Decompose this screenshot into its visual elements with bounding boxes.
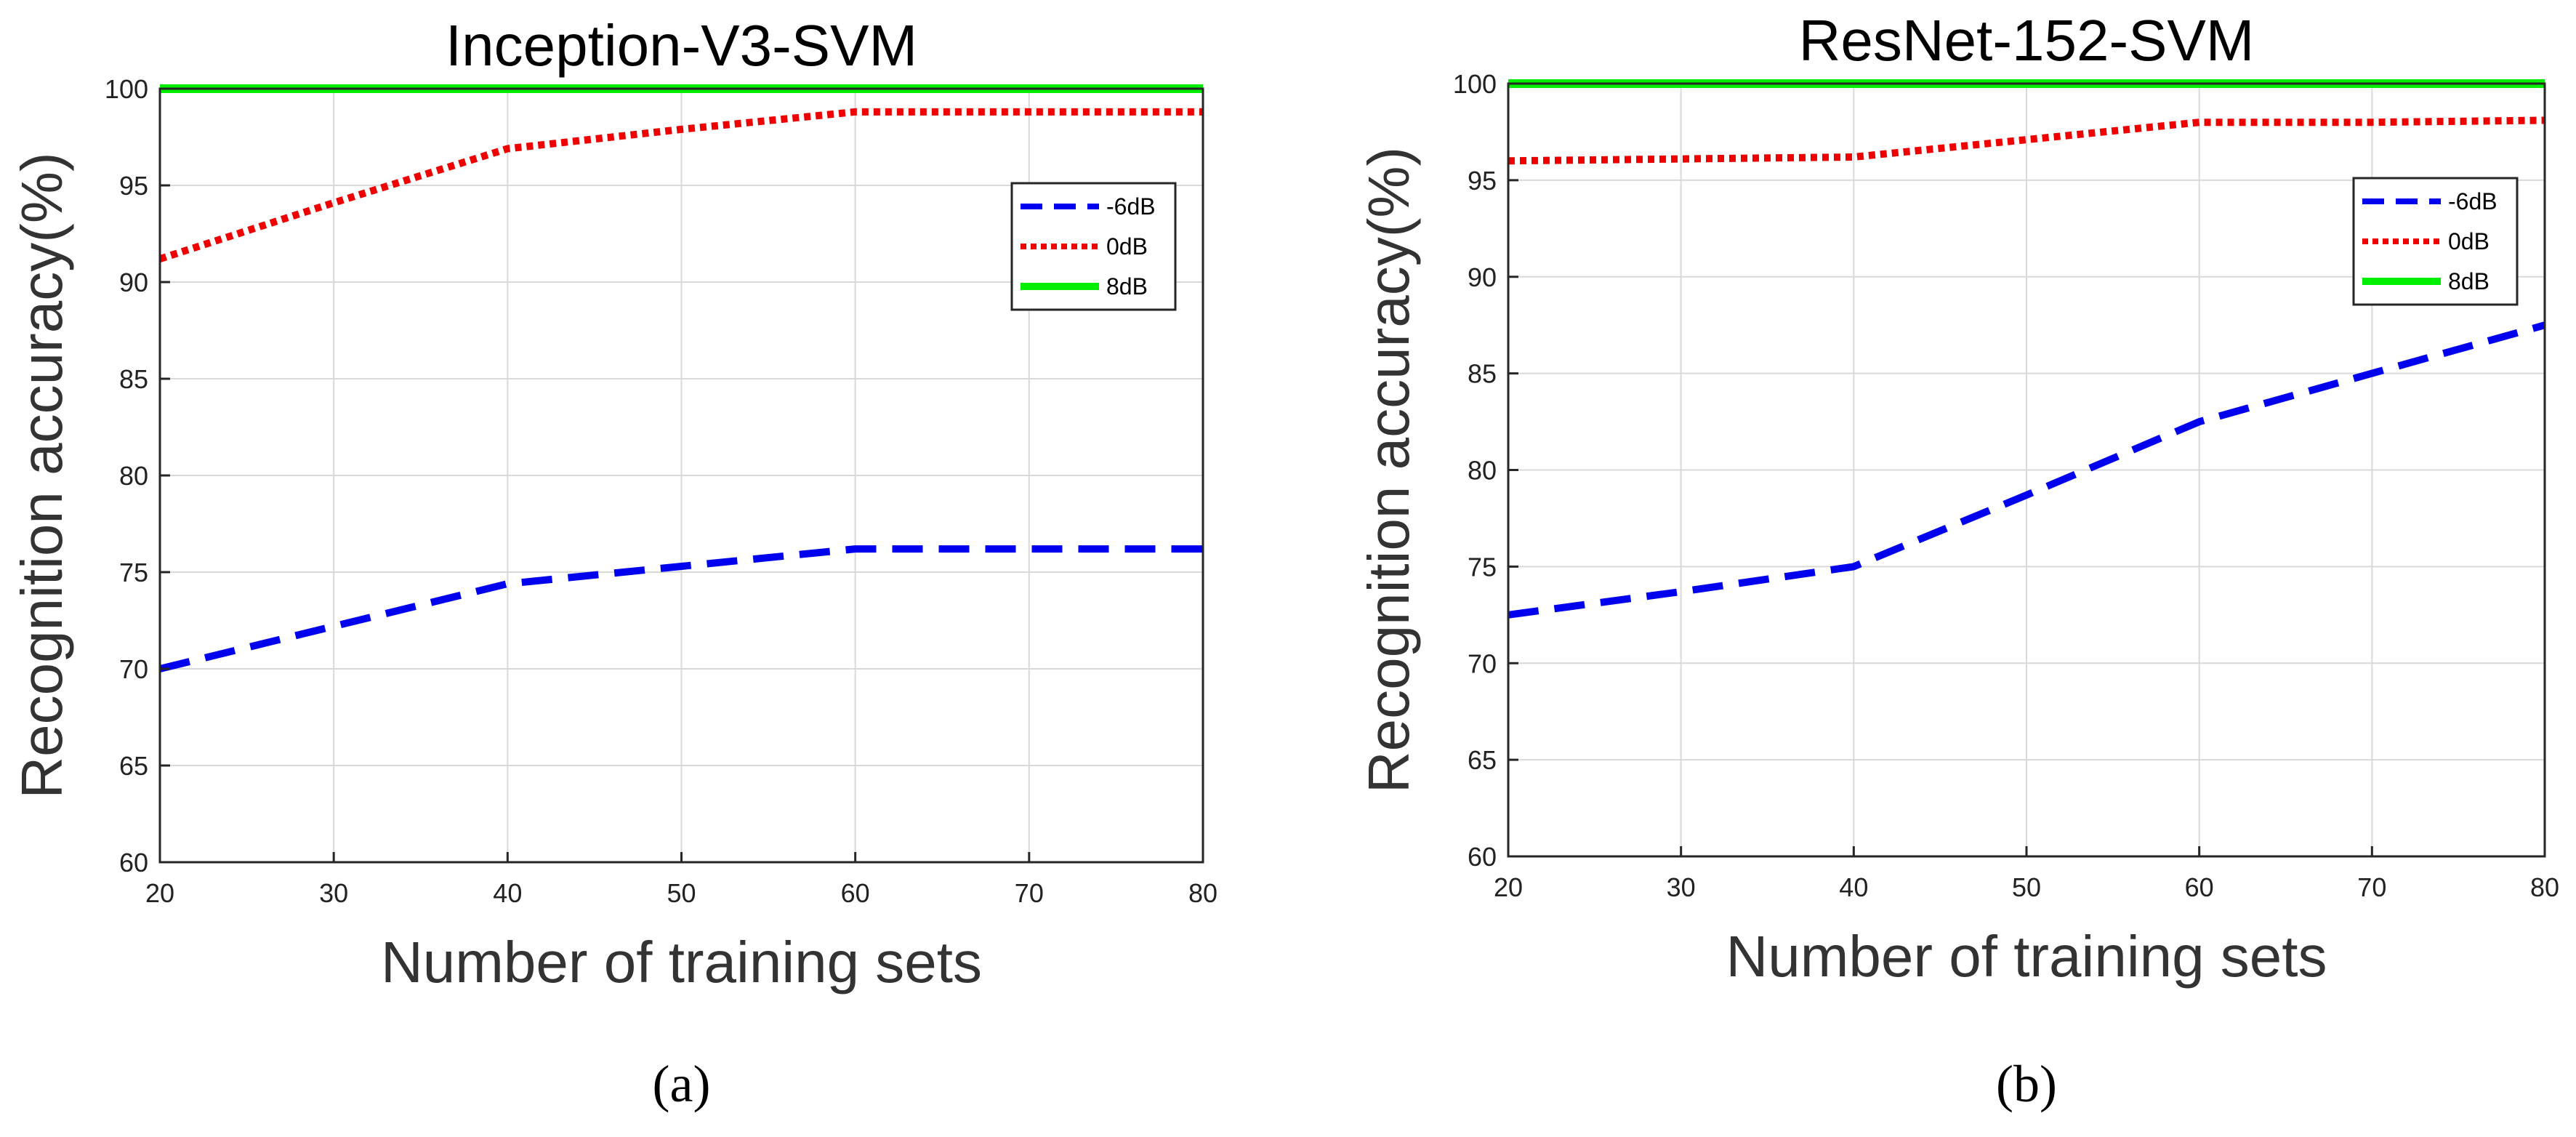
x-tick-label: 80	[1188, 878, 1217, 908]
x-tick-label: 60	[2185, 872, 2214, 902]
x-tick-label: 50	[2012, 872, 2041, 902]
chart-panel-a: 20 30 40 50 60 70 80 60 65 70 75 80 85 90 95 100 Incepti…	[9, 13, 1217, 1113]
grid	[1508, 84, 2545, 856]
y-tick-label: 95	[119, 171, 148, 201]
y-tick-label: 90	[1468, 262, 1497, 292]
y-tick-label: 80	[119, 461, 148, 491]
y-tick-label: 85	[1468, 359, 1497, 389]
chart-title: Inception-V3-SVM	[446, 13, 917, 78]
series-line-0dB	[1508, 116, 2545, 165]
x-tick-label: 60	[841, 878, 870, 908]
y-tick-label: 100	[105, 74, 148, 104]
x-tick-label: 20	[145, 878, 174, 908]
y-axis-label: Recognition accuracy(%)	[9, 152, 74, 798]
x-tick-label: 80	[2530, 872, 2559, 902]
panel-caption: (a)	[653, 1055, 711, 1113]
y-tick-label: 90	[119, 268, 148, 297]
y-tick-label: 75	[1468, 552, 1497, 582]
chart-panel-b: 20 30 40 50 60 70 80 60 65 70 75 80 85 90 95 100 ResNet-…	[1356, 8, 2559, 1113]
series-line--6dB	[1508, 321, 2546, 619]
x-tick-label: 30	[319, 878, 348, 908]
y-tick-label: 75	[119, 558, 148, 587]
x-tick-label: 30	[1667, 872, 1696, 902]
y-tick-label: 95	[1468, 166, 1497, 196]
chart-title: ResNet-152-SVM	[1799, 8, 2255, 73]
y-tick-label: 65	[119, 751, 148, 781]
y-axis-label: Recognition accuracy(%)	[1356, 147, 1421, 793]
legend-label-0dB: 0dB	[1106, 233, 1148, 260]
legend-label-0dB: 0dB	[2448, 228, 2490, 254]
x-tick-label: 70	[2357, 872, 2386, 902]
legend-label-8dB: 8dB	[1106, 273, 1148, 300]
x-axis-label: Number of training sets	[1726, 924, 2327, 989]
x-axis-label: Number of training sets	[381, 930, 982, 995]
x-tick-label: 70	[1015, 878, 1044, 908]
legend-label-8dB: 8dB	[2448, 268, 2490, 294]
x-tick-label: 40	[1839, 872, 1868, 902]
legend-label--6dB: -6dB	[1106, 193, 1156, 220]
y-tick-label: 80	[1468, 456, 1497, 486]
x-tick-label: 20	[1494, 872, 1523, 902]
x-tick-label: 50	[667, 878, 696, 908]
y-tick-label: 100	[1453, 69, 1497, 99]
legend-label--6dB: -6dB	[2448, 188, 2497, 214]
legend: -6dB 0dB 8dB	[2352, 177, 2519, 306]
x-tick-label: 40	[493, 878, 522, 908]
series-line-0dB	[158, 108, 1203, 262]
y-tick-label: 70	[119, 654, 148, 684]
legend: -6dB 0dB 8dB	[1010, 182, 1177, 311]
y-tick-label: 65	[1468, 745, 1497, 775]
y-tick-label: 70	[1468, 648, 1497, 678]
y-tick-label: 85	[119, 364, 148, 394]
y-tick-label: 60	[1468, 842, 1497, 872]
panel-caption: (b)	[1996, 1055, 2057, 1113]
series-line--6dB	[158, 545, 1203, 672]
y-tick-label: 60	[119, 848, 148, 877]
